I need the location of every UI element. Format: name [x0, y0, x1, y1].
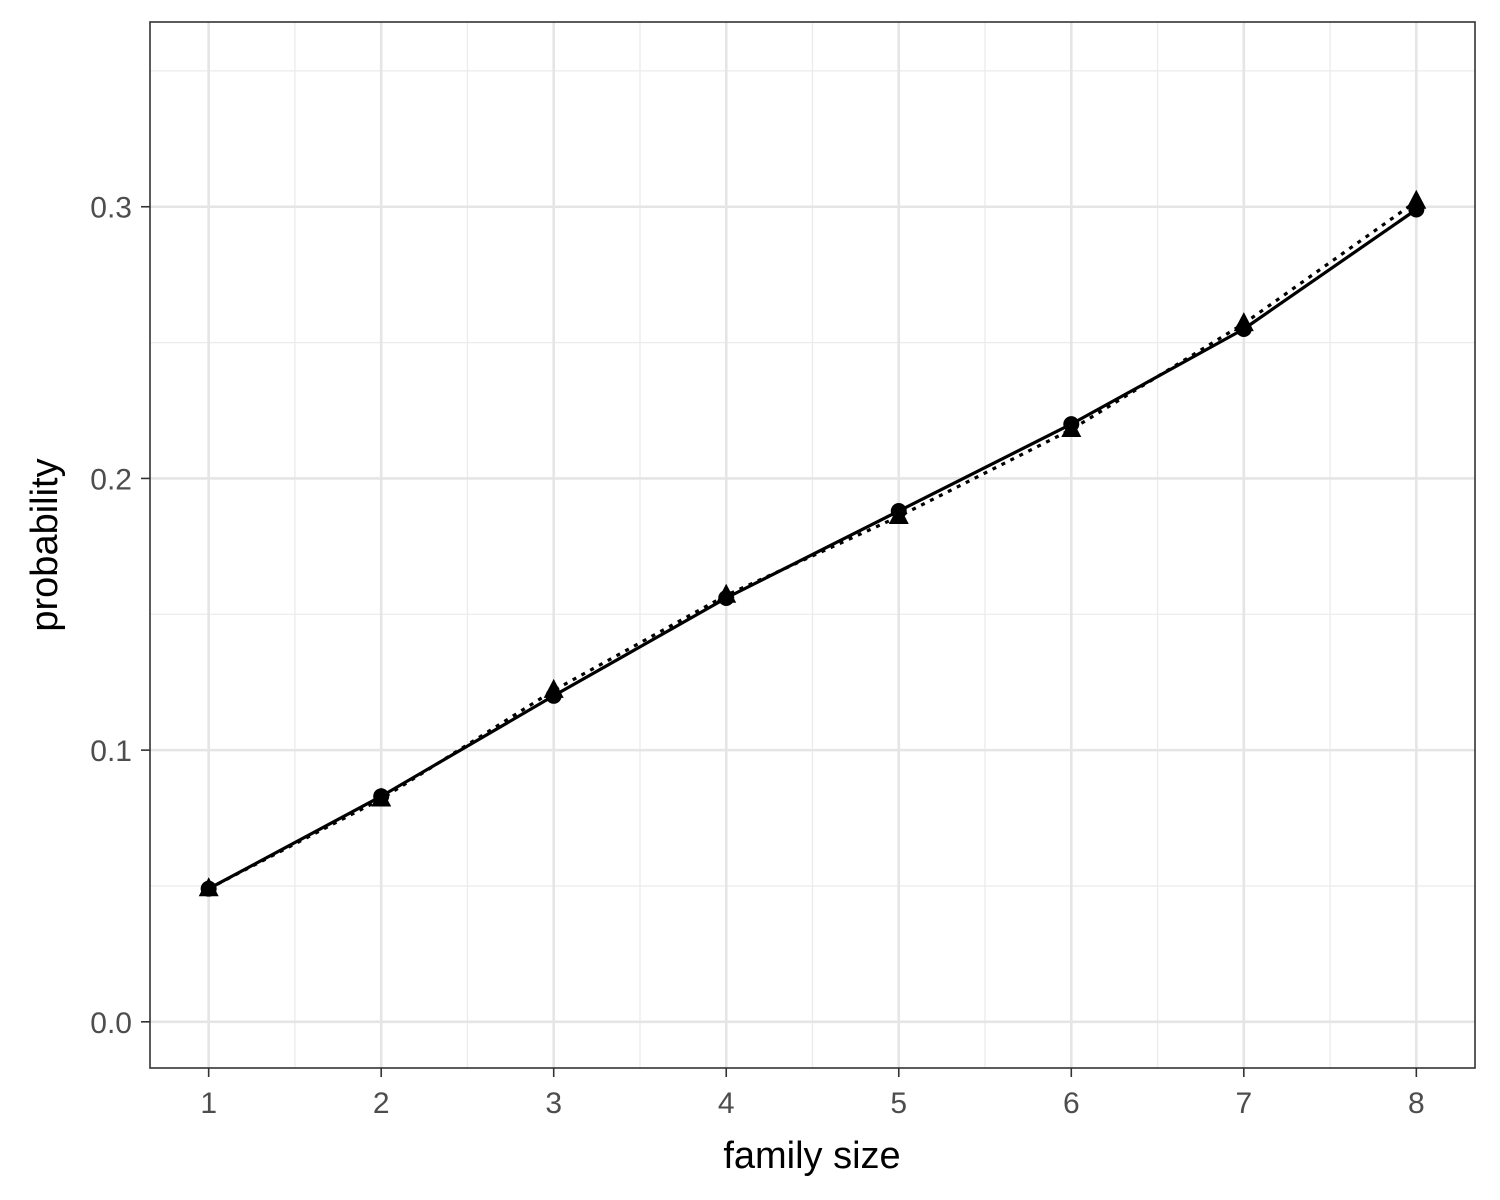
data-point-triangle [371, 787, 392, 807]
data-point-triangle [888, 505, 909, 524]
y-axis-title: probability [24, 458, 66, 631]
series-line-2 [207, 199, 1418, 891]
x-tick-label: 3 [545, 1087, 562, 1120]
series-layer [198, 189, 1427, 897]
x-tick-label: 2 [373, 1087, 390, 1120]
x-tick-label: 7 [1235, 1087, 1252, 1120]
y-tick-label: 0.2 [90, 463, 132, 496]
data-point-triangle [1233, 312, 1254, 332]
x-tick-label: 6 [1063, 1087, 1080, 1120]
data-point-triangle [198, 877, 219, 897]
y-tick-label: 0.3 [90, 192, 132, 225]
x-axis-ticks: 1 2 3 4 5 6 7 8 [200, 1068, 1425, 1120]
data-point-triangle [1406, 189, 1427, 209]
x-tick-label: 4 [718, 1087, 735, 1120]
grid-minor [150, 22, 1475, 1068]
y-tick-label: 0.1 [90, 735, 132, 768]
x-axis-title: family size [723, 1135, 900, 1177]
y-tick-label: 0.0 [90, 1007, 132, 1040]
x-tick-label: 8 [1408, 1087, 1425, 1120]
x-tick-label: 5 [890, 1087, 907, 1120]
x-tick-label: 1 [200, 1087, 217, 1120]
panel-border [149, 21, 1476, 1069]
data-point-triangle [543, 678, 564, 698]
data-point-triangle [1061, 418, 1082, 437]
grid-major [150, 22, 1475, 1068]
y-axis-ticks: 0.0 0.1 0.2 0.3 [90, 192, 150, 1040]
data-point-triangle [716, 583, 737, 603]
